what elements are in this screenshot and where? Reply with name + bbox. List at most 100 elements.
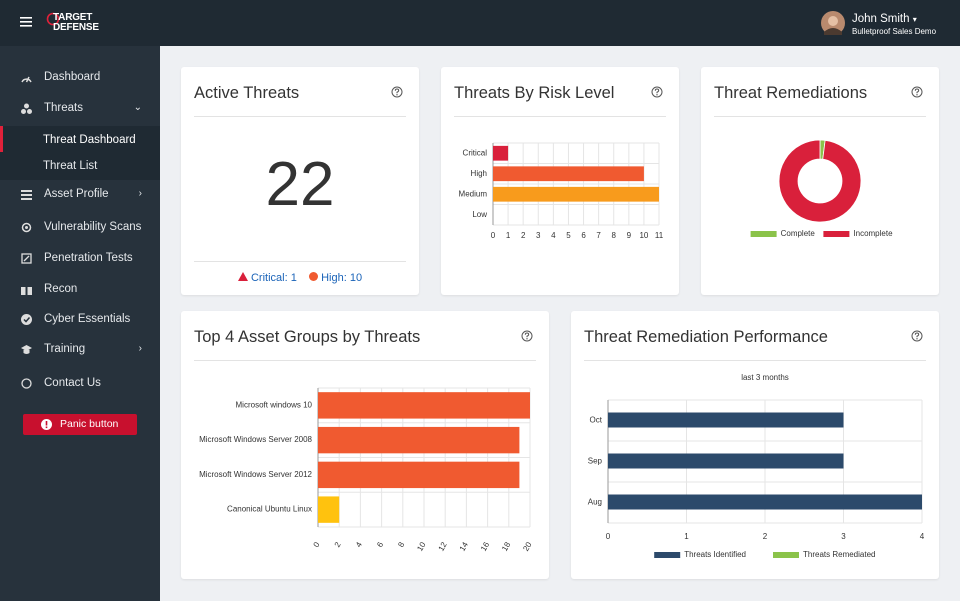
divider — [194, 360, 536, 361]
x-tick-label: 9 — [627, 231, 632, 240]
help-icon[interactable] — [651, 86, 663, 98]
help-icon[interactable] — [911, 86, 923, 98]
x-tick-label: 2 — [521, 231, 526, 240]
avatar[interactable] — [821, 11, 845, 35]
nav-label: Threat Dashboard — [43, 134, 136, 146]
chart: 0 2 4 6 8 10 12 14 16 18 20 Microsoft windows 10 Mic… — [199, 387, 534, 553]
nav-label: Recon — [44, 283, 78, 295]
nav-item[interactable]: Recon — [0, 275, 160, 303]
x-tick-label: 5 — [566, 231, 571, 240]
x-tick-label: 0 — [606, 532, 611, 541]
legend-swatch — [773, 552, 799, 558]
y-tick-label: Sep — [588, 457, 603, 466]
icon — [21, 314, 32, 325]
help-dot — [526, 338, 528, 340]
legend-label: Incomplete — [853, 229, 893, 238]
nav-label: Cyber Essentials — [44, 313, 131, 325]
x-tick-label: 16 — [479, 540, 492, 553]
x-tick-label: 2 — [763, 532, 768, 541]
help-ring — [391, 86, 403, 98]
card: Threats By Risk Level 0 1 2 3 4 5 6 7 8 9 10 11 Crit… — [441, 67, 679, 295]
card-title: Threat Remediations — [714, 84, 868, 102]
icon — [41, 419, 52, 430]
help-glyph — [914, 88, 920, 94]
x-tick-label: 1 — [684, 532, 689, 541]
nav-label: Threat List — [43, 160, 98, 172]
help-icon[interactable] — [391, 86, 403, 98]
help-ring — [651, 86, 663, 98]
nav-item[interactable]: Training › — [0, 335, 160, 363]
x-tick-label: 7 — [596, 231, 601, 240]
nav-item[interactable]: Asset Profile › — [0, 180, 160, 208]
nav-label: Vulnerability Scans — [44, 221, 142, 233]
chart: last 3 months 0 1 2 3 4 Oct Sep Aug Threats Ident… — [588, 373, 925, 559]
divider — [454, 116, 666, 117]
help-glyph — [524, 332, 530, 338]
y-tick-label: High — [471, 169, 487, 178]
x-tick-label: 11 — [655, 231, 664, 240]
chart: 0 1 2 3 4 5 6 7 8 9 10 11 Critical High Medium Low — [459, 142, 664, 240]
logo-mark — [46, 12, 60, 26]
brand-line: DEFENSE — [53, 22, 99, 33]
bar — [493, 186, 659, 202]
legend-label: Threats Identified — [684, 550, 746, 559]
card-title: Threats By Risk Level — [454, 84, 615, 102]
nav-item[interactable]: Cyber Essentials — [0, 305, 160, 333]
icon — [21, 378, 32, 389]
nav-label: Contact Us — [44, 377, 101, 389]
legend-swatch — [823, 231, 850, 237]
card-title: Threat Remediation Performance — [584, 328, 828, 346]
divider — [194, 261, 406, 262]
alert-icon — [309, 272, 319, 281]
caret: ▾ — [912, 15, 917, 24]
x-tick-label: 3 — [841, 532, 846, 541]
card-title: Active Threats — [194, 84, 300, 102]
bar — [318, 496, 340, 523]
y-tick-label: Critical — [463, 148, 488, 157]
help-icon[interactable] — [911, 330, 923, 342]
menu-icon[interactable] — [20, 17, 32, 27]
warn-icon — [237, 272, 248, 281]
nav-label: Dashboard — [44, 71, 101, 83]
bar — [318, 426, 520, 454]
nav-item[interactable]: Contact Us — [0, 369, 160, 397]
chevron: › — [138, 188, 142, 199]
icon — [21, 190, 32, 200]
big-number: 22 — [265, 150, 335, 219]
help-dot — [656, 94, 658, 96]
nav-item[interactable]: Vulnerability Scans — [0, 213, 160, 241]
help-dot — [916, 94, 918, 96]
help-icon[interactable] — [521, 330, 533, 342]
card: Threat Remediation Performance last 3 mo… — [571, 311, 939, 579]
user-name-text: John Smith — [852, 13, 910, 25]
help-glyph — [914, 332, 920, 338]
nav-subitem[interactable]: Threat Dashboard — [0, 126, 160, 154]
help-dot — [916, 338, 918, 340]
x-tick-label: 0 — [491, 231, 496, 240]
bar — [493, 166, 644, 182]
chart: Complete Incomplete — [750, 139, 893, 238]
severity-summary: Critical: 1 High: 10 — [181, 272, 419, 284]
panic-button[interactable]: Panic button — [23, 414, 137, 435]
x-tick-label: 8 — [396, 540, 406, 549]
chart-subtitle: last 3 months — [741, 373, 789, 382]
high-count: High: 10 — [321, 272, 363, 284]
nav-item[interactable]: Threats ⌄ — [0, 94, 160, 122]
nav-item[interactable]: Penetration Tests — [0, 244, 160, 272]
nav-label: Threats — [44, 102, 83, 114]
y-tick-label: Low — [472, 210, 487, 219]
chevron: ⌄ — [133, 102, 142, 113]
y-tick-label: Oct — [590, 416, 603, 425]
card: Top 4 Asset Groups by Threats 0 2 4 6 8 10 12 1… — [181, 311, 549, 579]
nav-subitem[interactable]: Threat List — [0, 152, 160, 180]
x-tick-label: 2 — [333, 540, 343, 549]
x-tick-label: 4 — [920, 532, 925, 541]
nav-item[interactable]: Dashboard — [0, 63, 160, 91]
x-tick-label: 18 — [500, 540, 513, 553]
x-tick-label: 14 — [458, 540, 471, 553]
bar — [318, 392, 530, 419]
y-tick-label: Aug — [588, 498, 602, 507]
help-dot — [396, 94, 398, 96]
critical-count: Critical: 1 — [250, 272, 297, 284]
user-name[interactable]: John Smith ▾ — [852, 13, 917, 25]
